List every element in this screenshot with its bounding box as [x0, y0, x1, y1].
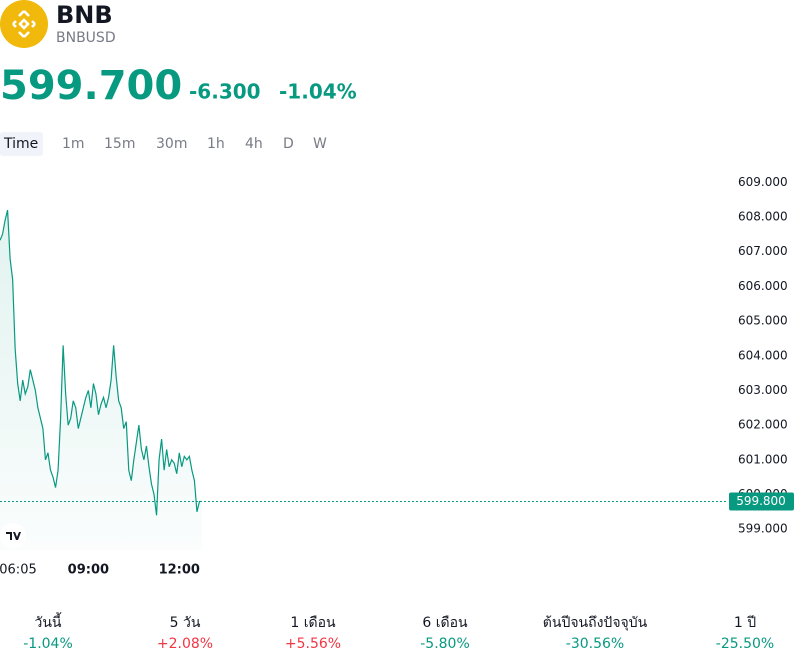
interval-label: D: [283, 136, 294, 152]
area: [0, 210, 202, 550]
period-name: 1 ปี: [734, 615, 756, 631]
period-change: -1.04%: [23, 636, 73, 652]
y-tick-label: 606.000: [738, 279, 788, 293]
period-name: 5 วัน: [170, 615, 201, 631]
y-tick-label: 608.000: [738, 210, 788, 224]
period-name: 1 เดือน: [290, 615, 336, 631]
y-tick-label: 601.000: [738, 452, 788, 466]
interval-button[interactable]: 1h: [207, 136, 225, 152]
y-tick-label: 605.000: [738, 314, 788, 328]
interval-bar: Time 1m 15m 30m 1h 4h D W: [0, 132, 327, 156]
interval-button[interactable]: D: [283, 136, 294, 152]
interval-label: 4h: [245, 136, 263, 152]
period-name: วันนี้: [34, 612, 62, 631]
interval-button[interactable]: 30m: [156, 136, 187, 152]
price: 599.700: [0, 63, 182, 109]
y-tick-label: 602.000: [738, 418, 788, 432]
y-tick-label: 607.000: [738, 244, 788, 258]
y-tick-label: 609.000: [738, 175, 788, 189]
y-tick-label: 603.000: [738, 383, 788, 397]
period-name: ต้นปีจนถึงปัจจุบัน: [543, 615, 648, 631]
x-tick-label: 09:00: [68, 563, 109, 578]
ticker: BNBUSD: [56, 30, 116, 46]
change: -6.300: [189, 80, 261, 104]
interval-button[interactable]: 1m: [62, 136, 85, 152]
period-change: -30.56%: [566, 636, 624, 652]
logo: [0, 0, 48, 48]
tv-logo: [0, 523, 26, 549]
interval-button[interactable]: 15m: [104, 136, 135, 152]
period-name: 6 เดือน: [422, 615, 468, 631]
interval-button[interactable]: 4h: [245, 136, 263, 152]
interval-label: 15m: [104, 136, 135, 152]
y-tick-label: 604.000: [738, 348, 788, 362]
period-change: +2.08%: [157, 636, 213, 652]
last-price-label: 599.800: [736, 494, 786, 508]
last-price-box: [729, 492, 794, 511]
interval-label: Time: [3, 136, 38, 152]
interval-label: 1h: [207, 136, 225, 152]
interval-label: 30m: [156, 136, 187, 152]
period-change: -25.50%: [716, 636, 774, 652]
interval-button[interactable]: Time: [0, 132, 43, 156]
symbol: BNB: [56, 1, 113, 29]
interval-label: W: [313, 136, 327, 152]
x-tick-label: 12:00: [159, 563, 200, 578]
price-line: [0, 209, 202, 516]
period-change: +5.56%: [285, 636, 341, 652]
x-tick-label: 06:05: [0, 563, 37, 578]
chart: 599.000600.000601.000602.000603.000604.0…: [0, 175, 794, 578]
change-percent: -1.04%: [279, 80, 357, 104]
period-stats: วันนี้ -1.04% 5 วัน +2.08% 1 เดือน +5.56% 6 เด…: [23, 612, 774, 652]
y-tick-label: 599.000: [738, 522, 788, 536]
interval-selected-bg: [0, 132, 43, 156]
period-change: -5.80%: [420, 636, 470, 652]
interval-button[interactable]: W: [313, 136, 327, 152]
interval-label: 1m: [62, 136, 85, 152]
